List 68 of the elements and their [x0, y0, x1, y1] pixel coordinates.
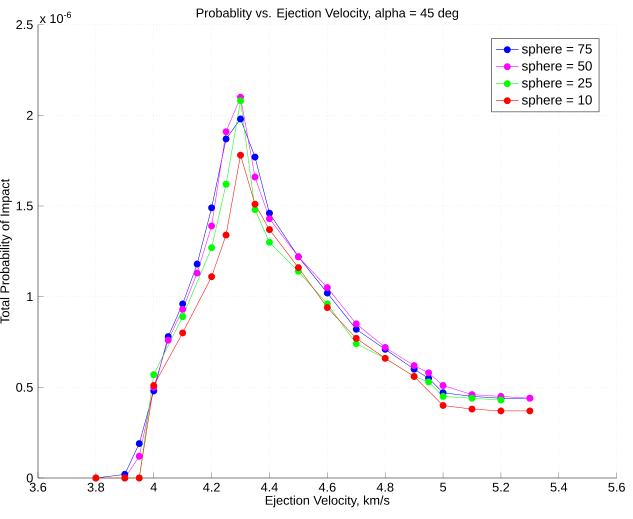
point — [179, 329, 186, 336]
point — [164, 336, 172, 344]
x-tick-label: 4.6 — [318, 482, 336, 492]
y-tick-label: 2.5 — [16, 20, 33, 30]
point — [179, 306, 186, 313]
point — [150, 371, 158, 378]
x-tick-label: 5.4 — [550, 482, 568, 492]
point — [266, 215, 273, 222]
point — [222, 232, 230, 238]
point — [208, 244, 216, 252]
y-tick-label: 0.5 — [16, 382, 33, 392]
legend-label: sphere = 10 — [522, 94, 592, 108]
point — [136, 440, 143, 448]
point — [252, 174, 258, 180]
point — [136, 452, 143, 460]
point — [208, 273, 216, 280]
point — [425, 378, 432, 386]
point — [440, 382, 447, 389]
point — [252, 206, 258, 214]
point — [497, 407, 504, 414]
point — [252, 154, 258, 161]
point — [526, 407, 534, 414]
point — [425, 369, 432, 376]
x-tick-label: 3.6 — [30, 482, 46, 492]
point — [266, 238, 273, 246]
x-tick-label: 4.2 — [203, 482, 220, 492]
legend-label: sphere = 50 — [522, 60, 592, 74]
point — [440, 402, 447, 409]
x-tick-label: 4.8 — [376, 482, 394, 492]
point — [179, 300, 186, 308]
point — [252, 200, 258, 208]
point — [222, 128, 230, 136]
y-tick-label: 1.5 — [16, 202, 33, 210]
point — [410, 362, 418, 370]
point — [440, 392, 447, 400]
x-tick-label: 5 — [440, 482, 446, 492]
point — [208, 204, 216, 212]
point — [294, 264, 302, 272]
text: x 10$^{-6}$ — [40, 12, 72, 24]
y-tick-label: 1 — [27, 292, 33, 302]
point — [208, 222, 216, 230]
point — [194, 260, 201, 268]
point — [194, 270, 201, 277]
point — [222, 180, 230, 188]
legend-label: sphere = 75 — [522, 44, 592, 56]
point — [324, 290, 331, 297]
point — [324, 284, 331, 292]
x-tick-label: 4.4 — [260, 482, 278, 492]
point — [266, 226, 273, 234]
point — [468, 406, 476, 413]
x-tick-label: 3.8 — [88, 482, 104, 492]
point — [222, 135, 230, 142]
y-tick-label: 0 — [26, 474, 33, 482]
x-tick-label: 5.6 — [608, 482, 625, 492]
y-axis-title: Total Probability of Impact — [0, 178, 12, 324]
point — [237, 115, 244, 122]
point — [324, 304, 331, 312]
x-tick-label: 4 — [150, 482, 157, 492]
point — [352, 334, 360, 342]
point — [237, 152, 244, 159]
y-tick-label: 2 — [26, 110, 33, 120]
x-axis-title: Ejection Velocity, km/s — [266, 495, 390, 508]
chart-title: Probablity vs. Ejection Velocity, alpha = 45 deg — [196, 8, 458, 20]
point — [179, 313, 186, 320]
x-tick-label: 5.2 — [492, 482, 510, 492]
point — [352, 320, 360, 328]
legend-label: sphere = 25 — [522, 78, 592, 90]
point — [237, 97, 244, 104]
